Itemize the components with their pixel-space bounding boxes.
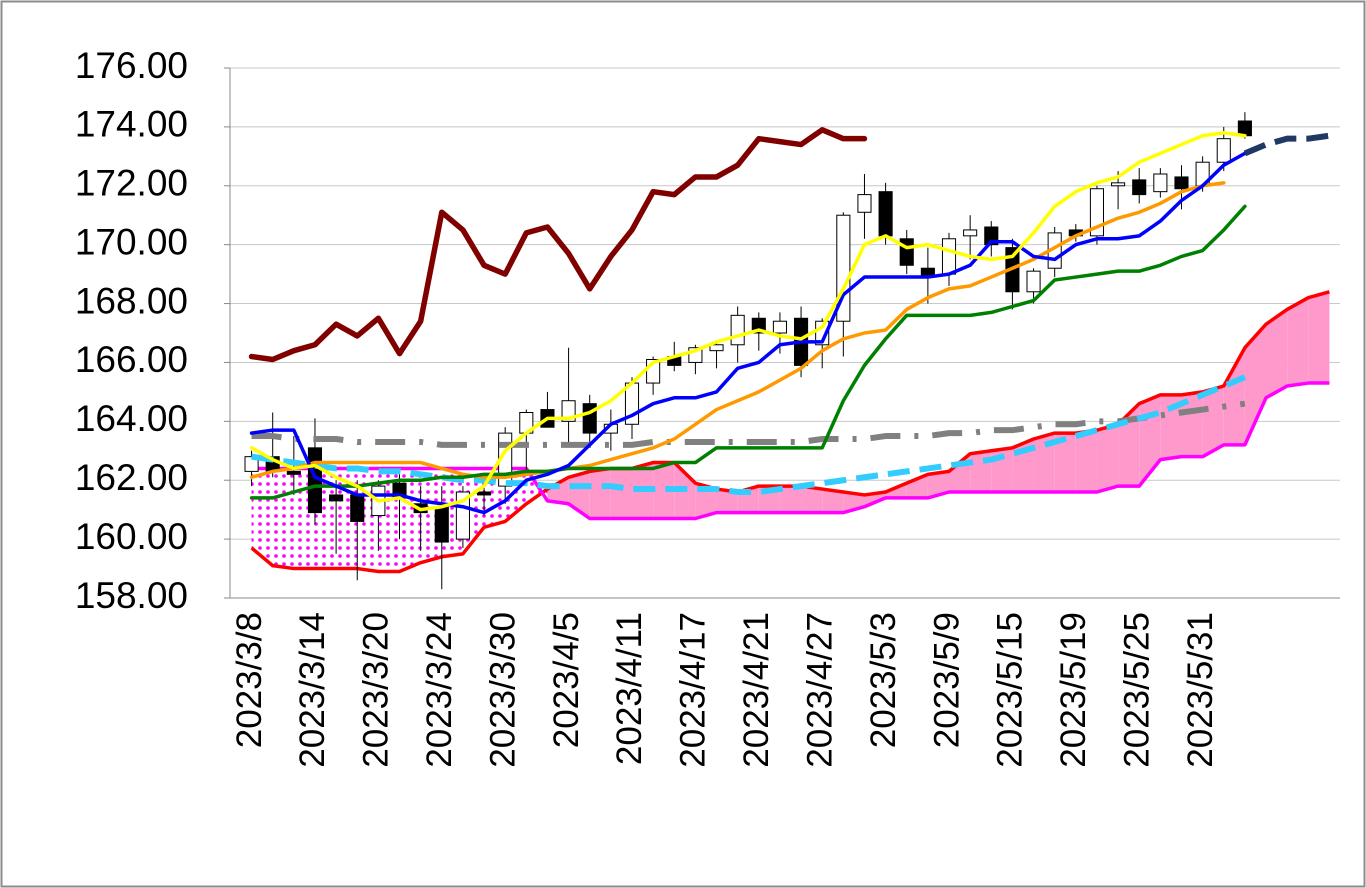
candle-body xyxy=(1111,182,1126,187)
plot: 158.00 160.00 162.00 164.00 166.00 168.00 170.… xyxy=(75,45,1340,768)
x-tick-label: 2023/4/5 xyxy=(547,612,586,748)
x-tick-label: 2023/5/3 xyxy=(864,612,903,748)
candle-body xyxy=(476,491,492,496)
x-tick-label: 2023/3/24 xyxy=(420,612,459,768)
candle-body xyxy=(899,238,914,266)
cloud-segment xyxy=(1054,433,1076,492)
y-tick-label: 176.00 xyxy=(75,45,188,86)
y-tick-label: 168.00 xyxy=(75,280,188,321)
cloud-line xyxy=(250,290,1330,574)
candle-body xyxy=(286,470,301,475)
candle-body xyxy=(1132,179,1147,196)
candle-body xyxy=(1174,176,1189,190)
cloud-segment xyxy=(1223,347,1245,445)
cloud-segment xyxy=(1308,291,1330,384)
candle-body xyxy=(329,494,344,502)
candle-body xyxy=(434,506,449,543)
cloud-segment xyxy=(970,450,992,492)
candle-body xyxy=(730,314,745,346)
y-tick-label: 174.00 xyxy=(75,104,188,145)
y-tick-label: 158.00 xyxy=(75,575,188,616)
cloud-segment xyxy=(1096,424,1119,492)
cloud-segment xyxy=(251,468,273,566)
x-tick-label: 2023/5/19 xyxy=(1054,612,1093,768)
cloud-segment xyxy=(927,471,950,498)
candle-body xyxy=(878,191,893,237)
candle-body xyxy=(857,194,872,213)
cloud-segment xyxy=(801,486,823,513)
candle-body xyxy=(963,229,978,237)
line-series xyxy=(1243,132,1330,157)
line-series xyxy=(251,400,1246,448)
candle-body xyxy=(772,320,787,334)
y-tick-label: 164.00 xyxy=(75,398,188,439)
x-tick-label: 2023/4/11 xyxy=(610,612,649,765)
y-tick-label: 172.00 xyxy=(75,163,188,204)
cloud-segment xyxy=(547,477,569,504)
cloud-segment xyxy=(1033,433,1055,492)
x-tick-label: 2023/5/9 xyxy=(927,612,966,748)
x-tick-label: 2023/5/25 xyxy=(1117,612,1156,768)
cloud-segment xyxy=(610,468,632,519)
cloud-segment xyxy=(1244,324,1267,445)
x-tick-label: 2023/4/17 xyxy=(674,612,713,768)
candle-body xyxy=(941,238,957,275)
y-tick-label: 162.00 xyxy=(75,457,188,498)
x-tick-label: 2023/4/21 xyxy=(737,612,776,768)
cloud-segment xyxy=(1160,394,1182,460)
line-series xyxy=(251,374,1247,495)
x-tick-label: 2023/3/30 xyxy=(483,612,522,768)
x-tick-label: 2023/3/8 xyxy=(230,612,269,748)
y-tick-label: 160.00 xyxy=(75,516,188,557)
cloud-segment xyxy=(779,486,802,513)
cloud-segment xyxy=(272,468,294,569)
line-series xyxy=(249,131,1247,512)
candle-body xyxy=(709,344,724,352)
x-tick-label: 2023/4/27 xyxy=(800,612,839,768)
cloud-segment xyxy=(1266,309,1288,398)
candle-body xyxy=(1216,138,1231,163)
cloud-line xyxy=(251,381,1330,521)
candle-body xyxy=(1153,173,1168,193)
candle-body xyxy=(455,491,470,540)
line-series xyxy=(249,204,1247,500)
y-tick-label: 166.00 xyxy=(75,339,188,380)
candle-body xyxy=(350,494,365,522)
y-tick-label: 170.00 xyxy=(75,221,188,262)
x-tick-label: 2023/3/14 xyxy=(293,612,332,768)
cloud-segment xyxy=(1287,297,1309,386)
candle-body xyxy=(1026,270,1041,293)
x-tick-label: 2023/5/31 xyxy=(1181,612,1220,768)
cloud-segment xyxy=(906,474,928,498)
cloud-segment xyxy=(716,489,738,513)
cloud-segment xyxy=(653,462,675,519)
x-tick-label: 2023/3/20 xyxy=(357,612,396,768)
cloud-segment xyxy=(589,468,611,519)
line-series xyxy=(249,151,1247,515)
cloud-segment xyxy=(1202,386,1224,457)
cloud-segment xyxy=(1075,430,1097,492)
line-series xyxy=(249,181,1226,480)
line-series xyxy=(248,127,868,363)
cloud-segment xyxy=(822,489,844,513)
x-tick-label: 2023/5/15 xyxy=(991,612,1030,768)
